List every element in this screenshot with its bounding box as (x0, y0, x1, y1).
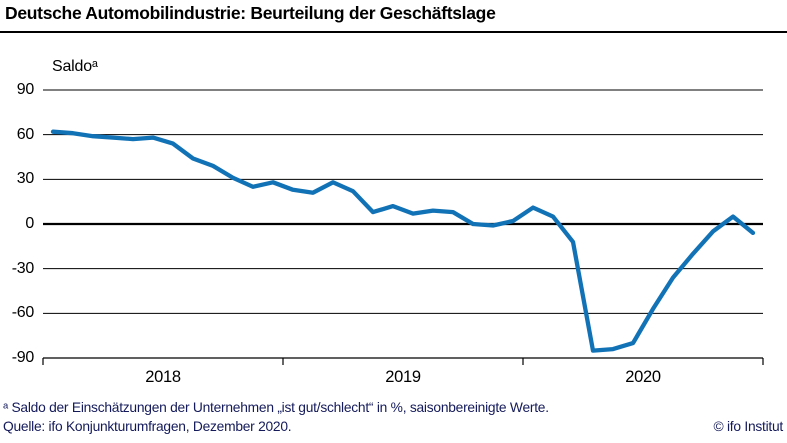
y-tick-label: 30 (16, 170, 35, 188)
x-tick-label-2020: 2020 (625, 368, 661, 386)
data-series-line (50, 129, 756, 353)
copyright-label: © ifo Institut (713, 419, 783, 434)
y-tick-label: -60 (11, 304, 35, 322)
x-tick-label-2019: 2019 (385, 368, 421, 386)
x-tick-label-2018: 2018 (145, 368, 181, 386)
y-axis-title: Saldoᵃ (52, 58, 98, 75)
title-underline (0, 31, 787, 34)
y-tick-label: 0 (25, 215, 34, 232)
footnote-definition: ᵃ Saldo der Einschätzungen der Unternehm… (3, 400, 549, 415)
chart-title: Deutsche Automobilindustrie: Beurteilung… (5, 3, 496, 23)
y-tick-label: -90 (11, 349, 35, 366)
footnote-source: Quelle: ifo Konjunkturumfragen, Dezember… (3, 419, 292, 434)
y-tick-label: 90 (16, 81, 35, 98)
y-tick-label: 60 (16, 125, 35, 143)
y-tick-label: -30 (11, 259, 35, 277)
